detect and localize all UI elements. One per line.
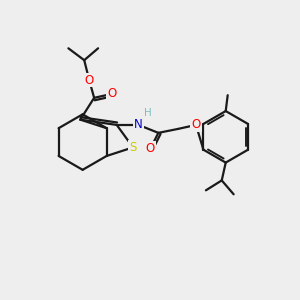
- Text: S: S: [129, 141, 137, 154]
- Text: H: H: [144, 108, 151, 118]
- Text: O: O: [107, 87, 117, 101]
- Text: O: O: [146, 142, 155, 155]
- Text: O: O: [85, 74, 94, 86]
- Text: O: O: [191, 118, 201, 131]
- Text: N: N: [134, 118, 143, 131]
